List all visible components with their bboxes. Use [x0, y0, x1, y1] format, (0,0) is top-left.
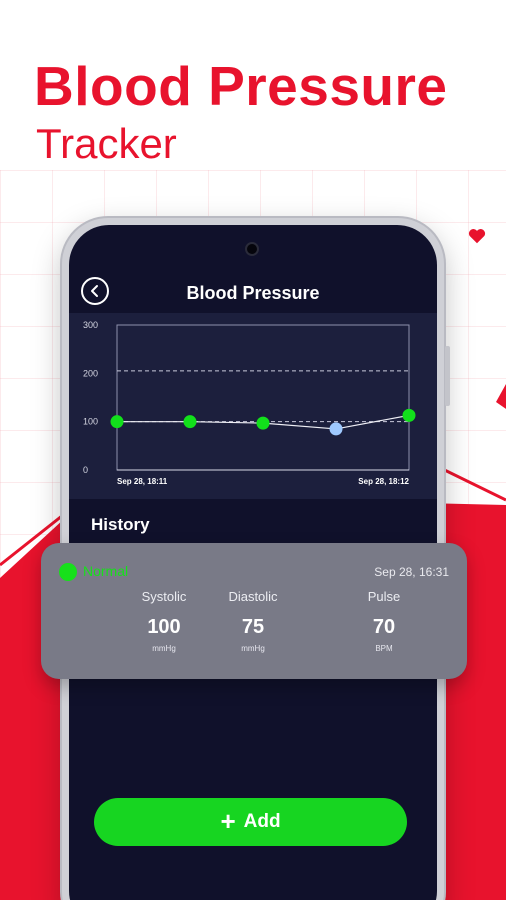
x-tick-label: Sep 28, 18:12: [358, 477, 409, 486]
bp-chart-svg: 300 200 100 0 Sep 28, 18:11 Sep 28, 18:12: [83, 320, 416, 486]
metric-systolic: Systolic 100 mmHg: [104, 589, 224, 653]
metric-value: 70: [372, 616, 396, 638]
data-point: [183, 415, 197, 429]
y-tick-label: 100: [83, 417, 98, 427]
back-button[interactable]: [81, 277, 109, 305]
app-title: Blood Pressure: [186, 283, 320, 303]
reading-card[interactable]: Normal Sep 28, 16:31 Systolic 100 mmHg D…: [41, 543, 467, 679]
metric-value: 100: [147, 616, 181, 638]
app-screen: Blood Pressure 300 200 100 0 Sep 28, 18:11 Se…: [69, 225, 437, 900]
app-bar: Blood Pressure: [69, 269, 437, 319]
history-heading: History: [91, 515, 150, 534]
metric-pulse: Pulse 70 BPM: [324, 589, 444, 653]
y-tick-label: 200: [83, 368, 98, 378]
data-point: [329, 422, 343, 436]
x-tick-label: Sep 28, 18:11: [117, 477, 168, 486]
metric-unit: BPM: [375, 644, 393, 653]
promo-title: Blood Pressure: [34, 55, 448, 117]
add-button-label: Add: [243, 811, 281, 832]
metric-label: Diastolic: [228, 589, 278, 604]
bp-chart: 300 200 100 0 Sep 28, 18:11 Sep 28, 18:12: [69, 313, 437, 499]
chevron-left-icon: [91, 285, 98, 297]
camera-icon: [245, 242, 259, 256]
metric-unit: mmHg: [241, 644, 265, 653]
data-point: [402, 408, 416, 422]
metric-value: 75: [241, 616, 265, 638]
metric-diastolic: Diastolic 75 mmHg: [193, 589, 313, 653]
status-dot-icon: [59, 563, 77, 581]
data-point: [110, 415, 124, 429]
volume-button: [445, 346, 450, 406]
y-tick-label: 300: [83, 320, 98, 330]
status-text: Normal: [83, 563, 129, 579]
heart-icon: [492, 382, 506, 427]
reading-date: Sep 28, 16:31: [374, 565, 449, 579]
metric-label: Systolic: [141, 589, 187, 604]
heart-icon: [468, 228, 486, 249]
data-point: [256, 416, 270, 430]
y-tick-label: 0: [83, 465, 88, 475]
add-button[interactable]: + Add: [94, 798, 407, 846]
plot-frame: [116, 324, 410, 471]
promo-subtitle: Tracker: [36, 120, 177, 167]
plus-icon: +: [220, 806, 236, 836]
metric-label: Pulse: [367, 589, 401, 604]
metric-unit: mmHg: [152, 644, 176, 653]
